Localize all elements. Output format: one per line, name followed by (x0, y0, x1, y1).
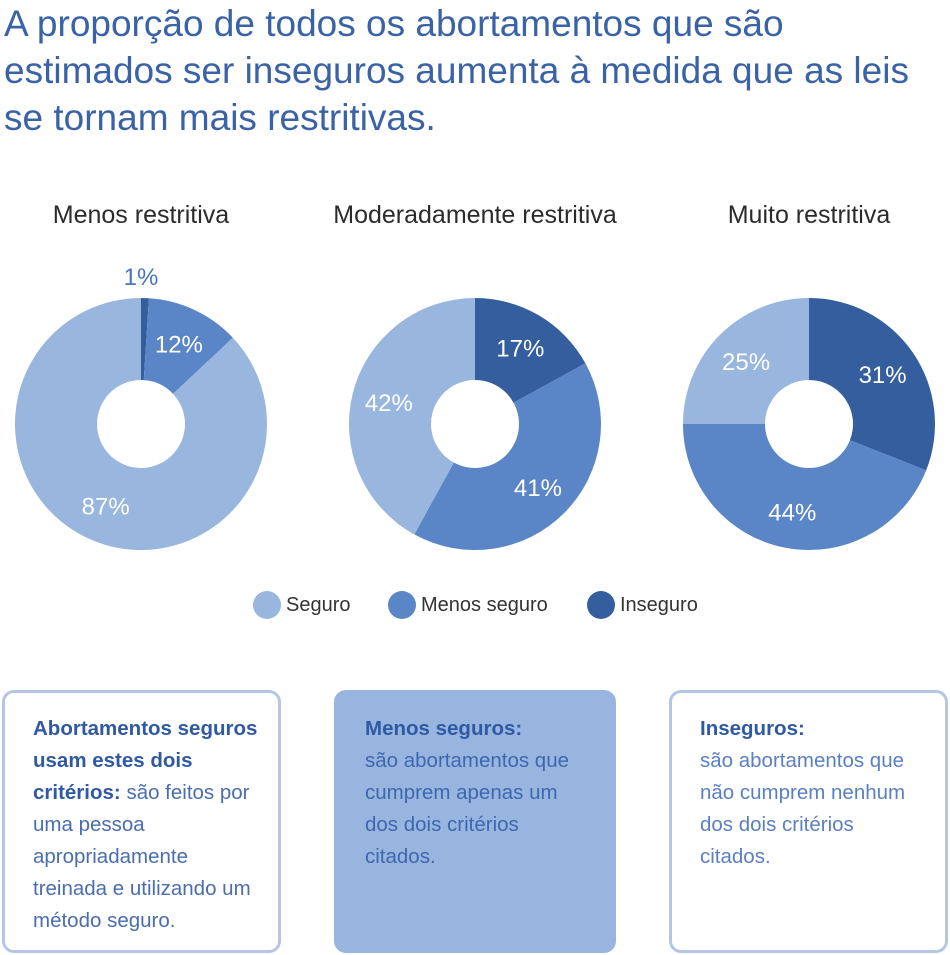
slice-menos-seguro (683, 424, 927, 551)
headline: A proporção de todos os abortamentos que… (4, 3, 909, 138)
definition-term-menos-seguros: Menos seguros: (365, 717, 523, 740)
slice-seguro (14, 298, 267, 550)
legend-label-seguro: Seguro (286, 594, 351, 616)
slice-menos-seguro (414, 363, 602, 550)
slice-inseguro (809, 297, 936, 471)
legend-label-inseguro: Inseguro (620, 594, 698, 616)
slice-label-menos-seguro: 41% (514, 475, 562, 502)
donut-charts: 1% 12% 87% 17% 41% 42% 31% 44% 25% (14, 264, 936, 551)
definition-box-seguros: Abortamentos seguros usam estes dois cri… (2, 690, 281, 953)
slice-label-inseguro: 1% (124, 264, 159, 291)
legend-label-menos-seguro: Menos seguro (421, 594, 548, 616)
pie-title-muito-restritiva: Muito restritiva (727, 201, 891, 229)
slice-label-seguro: 42% (365, 390, 413, 417)
donut-moderadamente-restritiva: 17% 41% 42% (349, 298, 602, 550)
definition-text-inseguros: são abortamentos que não cumprem nenhum … (700, 749, 906, 868)
legend-swatch-seguro (253, 591, 281, 619)
donut-menos-restritiva: 1% 12% 87% (14, 264, 267, 550)
definition-box-inseguros: Inseguros: são abortamentos que não cump… (669, 690, 948, 953)
definition-term-seguros: Abortamentos seguros usam estes dois cri… (33, 717, 258, 804)
legend-swatch-inseguro (587, 591, 615, 619)
pie-title-menos-restritiva: Menos restritiva (52, 201, 230, 229)
donut-muito-restritiva: 31% 44% 25% (683, 297, 936, 551)
slice-seguro (349, 298, 475, 535)
slice-label-inseguro: 31% (859, 362, 907, 389)
pie-title-moderadamente-restritiva: Moderadamente restritiva (333, 201, 617, 229)
slice-seguro (683, 298, 809, 424)
slice-inseguro (141, 298, 149, 381)
legend-swatch-menos-seguro (388, 591, 416, 619)
slice-label-menos-seguro: 44% (768, 499, 816, 526)
slice-label-inseguro: 17% (496, 335, 544, 362)
definition-box-menos-seguros: Menos seguros: são abortamentos que cump… (334, 690, 616, 953)
slice-label-seguro: 25% (722, 349, 770, 376)
slice-label-menos-seguro: 12% (155, 331, 203, 358)
definition-text-seguros: são feitos por uma pessoa apropriadament… (33, 781, 251, 932)
slice-inseguro (475, 298, 586, 403)
slice-label-seguro: 87% (82, 494, 130, 521)
definition-term-inseguros: Inseguros: (700, 717, 805, 740)
slice-menos-seguro (143, 298, 233, 394)
definition-text-menos-seguros: são abortamentos que cumprem apenas um d… (365, 749, 569, 868)
legend: Seguro Menos seguro Inseguro (0, 588, 950, 622)
